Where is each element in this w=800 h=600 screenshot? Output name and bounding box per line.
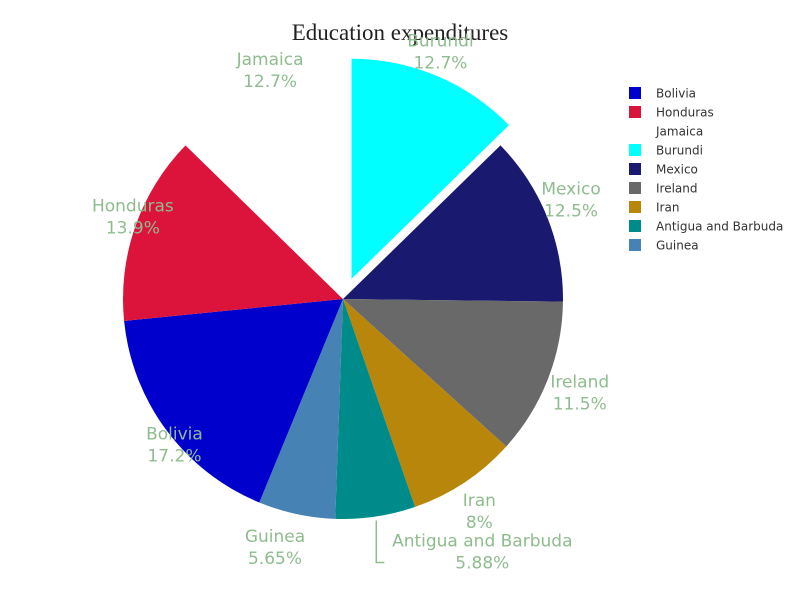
slice-label-name: Honduras (92, 196, 174, 216)
slice-label-honduras: Honduras 13.9% (92, 196, 174, 238)
slice-label-percent: 12.5% (544, 202, 598, 222)
slice-label-mexico: Mexico 12.5% (541, 180, 600, 222)
legend-swatch-honduras[interactable] (629, 106, 641, 118)
pie-slice-iran (343, 299, 507, 507)
pie-slice-mexico (343, 145, 564, 302)
slice-label-percent: 12.7% (413, 54, 467, 74)
legend-label-guinea[interactable]: Guinea (656, 239, 699, 253)
slice-label-name: Jamaica (236, 50, 304, 70)
legend-label-mexico[interactable]: Mexico (656, 163, 698, 177)
slice-label-percent: 5.88% (455, 554, 509, 574)
legend-swatch-guinea[interactable] (629, 239, 641, 251)
legend-label-jamaica[interactable]: Jamaica (655, 125, 703, 139)
slice-label-jamaica: Jamaica 12.7% (236, 50, 304, 92)
legend-label-iran[interactable]: Iran (656, 201, 679, 215)
slice-label-name: Mexico (541, 180, 600, 200)
slice-label-name: Iran (463, 491, 496, 511)
pie-slice-burundi (351, 58, 510, 279)
slice-label-percent: 5.65% (248, 549, 302, 569)
chart-title: Education expenditures (292, 20, 509, 45)
legend: Bolivia Honduras Jamaica Burundi Mexico Irela… (629, 87, 783, 253)
slice-label-percent: 11.5% (553, 395, 607, 415)
legend-swatch-bolivia[interactable] (629, 87, 641, 99)
legend-label-honduras[interactable]: Honduras (656, 106, 714, 120)
slice-label-percent: 17.2% (147, 446, 201, 466)
pie-slice-guinea (259, 299, 343, 519)
legend-swatch-ireland[interactable] (629, 182, 641, 194)
slice-label-iran: Iran 8% (463, 491, 496, 533)
label-leader-line (375, 520, 385, 564)
legend-label-bolivia[interactable]: Bolivia (656, 87, 696, 101)
legend-swatch-antigua-and-barbuda[interactable] (629, 220, 641, 232)
slice-label-guinea: Guinea 5.65% (245, 527, 305, 569)
slice-label-percent: 12.7% (243, 72, 297, 92)
legend-swatch-burundi[interactable] (629, 144, 641, 156)
pie-slice-jamaica (185, 79, 343, 299)
slice-label-name: Burundi (407, 32, 474, 52)
pie-slice-ireland (343, 299, 563, 447)
slice-label-name: Ireland (550, 373, 609, 393)
slice-label-ireland: Ireland 11.5% (550, 373, 609, 415)
legend-label-antigua-and-barbuda[interactable]: Antigua and Barbuda (656, 220, 783, 234)
pie-slice-bolivia (124, 299, 344, 503)
slice-labels: Burundi 12.7%Mexico 12.5%Ireland 11.5%Iran 8… (92, 32, 609, 574)
legend-swatch-mexico[interactable] (629, 163, 641, 175)
legend-swatch-jamaica[interactable] (629, 125, 641, 137)
legend-label-ireland[interactable]: Ireland (656, 182, 698, 196)
slice-label-bolivia: Bolivia 17.2% (146, 424, 203, 466)
legend-label-burundi[interactable]: Burundi (656, 144, 703, 158)
pie-slice-antigua-and-barbuda (335, 299, 416, 519)
slice-label-percent: 13.9% (106, 218, 160, 238)
slice-label-name: Guinea (245, 527, 305, 547)
legend-swatch-iran[interactable] (629, 201, 641, 213)
slice-label-antigua-and-barbuda: Antigua and Barbuda 5.88% (392, 532, 572, 574)
pie-slices (123, 58, 564, 519)
slice-label-percent: 8% (466, 513, 493, 533)
slice-label-name: Antigua and Barbuda (392, 532, 572, 552)
pie-slice-honduras (123, 145, 343, 321)
slice-label-burundi: Burundi 12.7% (407, 32, 474, 74)
slice-label-name: Bolivia (146, 424, 203, 444)
